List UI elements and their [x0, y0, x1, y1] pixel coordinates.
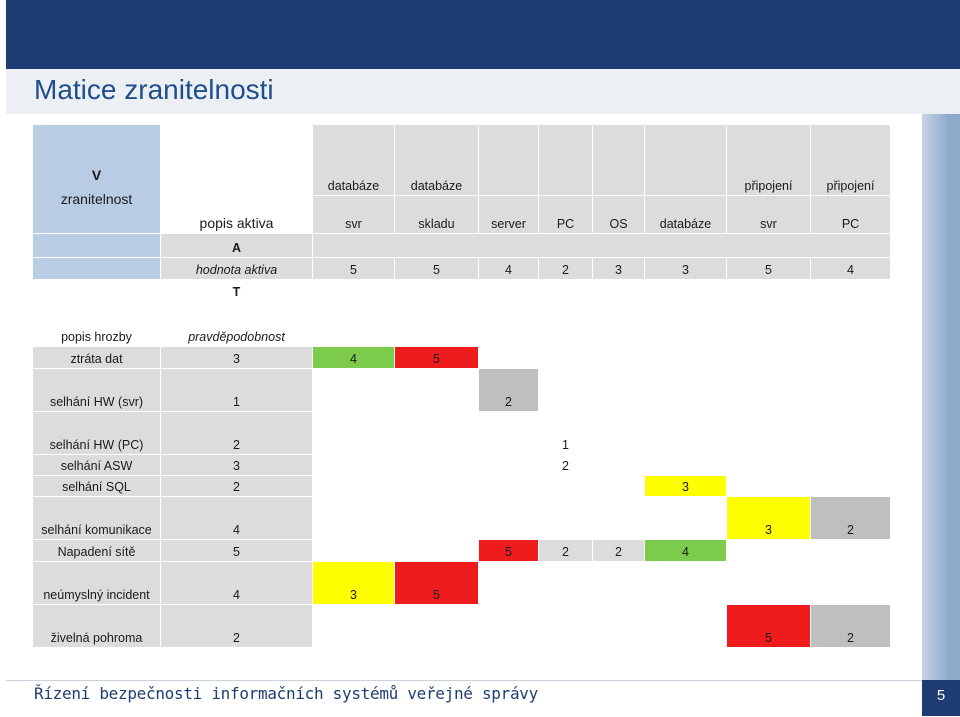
- vulnerability-matrix: V zranitelnost databáze databáze připoje…: [32, 124, 891, 648]
- threat-name: selhání HW (svr): [32, 368, 161, 412]
- asset-bottom-1: svr: [312, 195, 395, 234]
- footer-text: Řízení bezpečnosti informačních systémů …: [34, 684, 538, 703]
- risk-cell: 1: [538, 411, 593, 455]
- risk-cell: 3: [312, 561, 395, 605]
- risk-cell: 4: [644, 539, 727, 562]
- threat-row: selhání ASW 3 2: [32, 454, 891, 476]
- right-decoration-bar: [922, 114, 960, 680]
- blank-blue-cell: [32, 257, 161, 280]
- risk-cell: 3: [644, 475, 727, 497]
- threat-row: neúmyslný incident 4 3 5: [32, 561, 891, 605]
- threat-probability: 5: [160, 539, 313, 562]
- asset-value-3: 4: [478, 257, 539, 280]
- blank-cell: [312, 279, 395, 302]
- asset-value-7: 5: [726, 257, 811, 280]
- threat-name: selhání komunikace: [32, 496, 161, 540]
- asset-value-4: 2: [538, 257, 593, 280]
- threat-probability: 3: [160, 454, 313, 476]
- spacer-cell: [160, 124, 313, 196]
- threat-name: selhání ASW: [32, 454, 161, 476]
- threat-probability: 2: [160, 475, 313, 497]
- risk-cell: 3: [726, 496, 811, 540]
- asset-bottom-8: PC: [810, 195, 891, 234]
- asset-bottom-5: OS: [592, 195, 645, 234]
- corner-cell: V zranitelnost: [32, 124, 161, 234]
- corner-vulnerability-label: zranitelnost: [60, 191, 133, 207]
- a-marker: A: [160, 233, 313, 258]
- threat-row: ztráta dat 3 4 5: [32, 346, 891, 369]
- asset-value-6: 3: [644, 257, 727, 280]
- threat-name: selhání SQL: [32, 475, 161, 497]
- threat-row: selhání komunikace 4 3 2: [32, 496, 891, 540]
- asset-value-2: 5: [394, 257, 479, 280]
- risk-cell: 2: [538, 454, 593, 476]
- threat-name: selhání HW (PC): [32, 411, 161, 455]
- value-row-top: [312, 233, 891, 258]
- asset-value-label: hodnota aktiva: [160, 257, 313, 280]
- title-bar: [6, 69, 960, 114]
- risk-cell: 5: [478, 539, 539, 562]
- threat-row: selhání HW (PC) 2 1: [32, 411, 891, 455]
- blank-blue-cell: [32, 233, 161, 258]
- asset-top-4: [538, 124, 593, 196]
- asset-bottom-6: databáze: [644, 195, 727, 234]
- threat-row: Napadení sítě 5 5 2 2 4: [32, 539, 891, 562]
- page-number: 5: [922, 680, 960, 716]
- threat-probability: 4: [160, 496, 313, 540]
- asset-top-2: databáze: [394, 124, 479, 196]
- risk-cell: 2: [810, 604, 891, 648]
- threat-name: živelná pohroma: [32, 604, 161, 648]
- blank-cell: [32, 279, 161, 302]
- asset-value-8: 4: [810, 257, 891, 280]
- risk-cell: 4: [312, 346, 395, 369]
- risk-cell: 2: [538, 539, 593, 562]
- risk-cell: 2: [478, 368, 539, 412]
- threat-description-label: popis hrozby: [32, 301, 161, 347]
- asset-top-1: databáze: [312, 124, 395, 196]
- asset-value-1: 5: [312, 257, 395, 280]
- threat-probability: 1: [160, 368, 313, 412]
- threat-row: živelná pohroma 2 5 2: [32, 604, 891, 648]
- risk-cell: 5: [394, 561, 479, 605]
- threat-name: Napadení sítě: [32, 539, 161, 562]
- asset-top-6: [644, 124, 727, 196]
- threat-probability: 3: [160, 346, 313, 369]
- corner-v-label: V: [91, 167, 102, 183]
- asset-top-8: připojení: [810, 124, 891, 196]
- risk-cell: 5: [726, 604, 811, 648]
- asset-top-5: [592, 124, 645, 196]
- risk-cell: 2: [810, 496, 891, 540]
- risk-cell: 2: [592, 539, 645, 562]
- header-band: [6, 0, 960, 69]
- threat-probability: 2: [160, 604, 313, 648]
- asset-bottom-4: PC: [538, 195, 593, 234]
- threat-probability: 2: [160, 411, 313, 455]
- asset-bottom-7: svr: [726, 195, 811, 234]
- t-marker: T: [160, 279, 313, 302]
- probability-label: pravděpodobnost: [160, 301, 313, 347]
- threat-name: neúmyslný incident: [32, 561, 161, 605]
- footer-bar: [6, 680, 922, 717]
- asset-top-3: [478, 124, 539, 196]
- slide-title: Matice zranitelnosti: [34, 74, 274, 105]
- threat-probability: 4: [160, 561, 313, 605]
- risk-cell: 5: [394, 346, 479, 369]
- asset-value-5: 3: [592, 257, 645, 280]
- asset-bottom-2: skladu: [394, 195, 479, 234]
- threat-row: selhání HW (svr) 1 2: [32, 368, 891, 412]
- asset-bottom-3: server: [478, 195, 539, 234]
- threat-row: selhání SQL 2 3: [32, 475, 891, 497]
- asset-top-7: připojení: [726, 124, 811, 196]
- asset-description-label: popis aktiva: [160, 195, 313, 234]
- threat-name: ztráta dat: [32, 346, 161, 369]
